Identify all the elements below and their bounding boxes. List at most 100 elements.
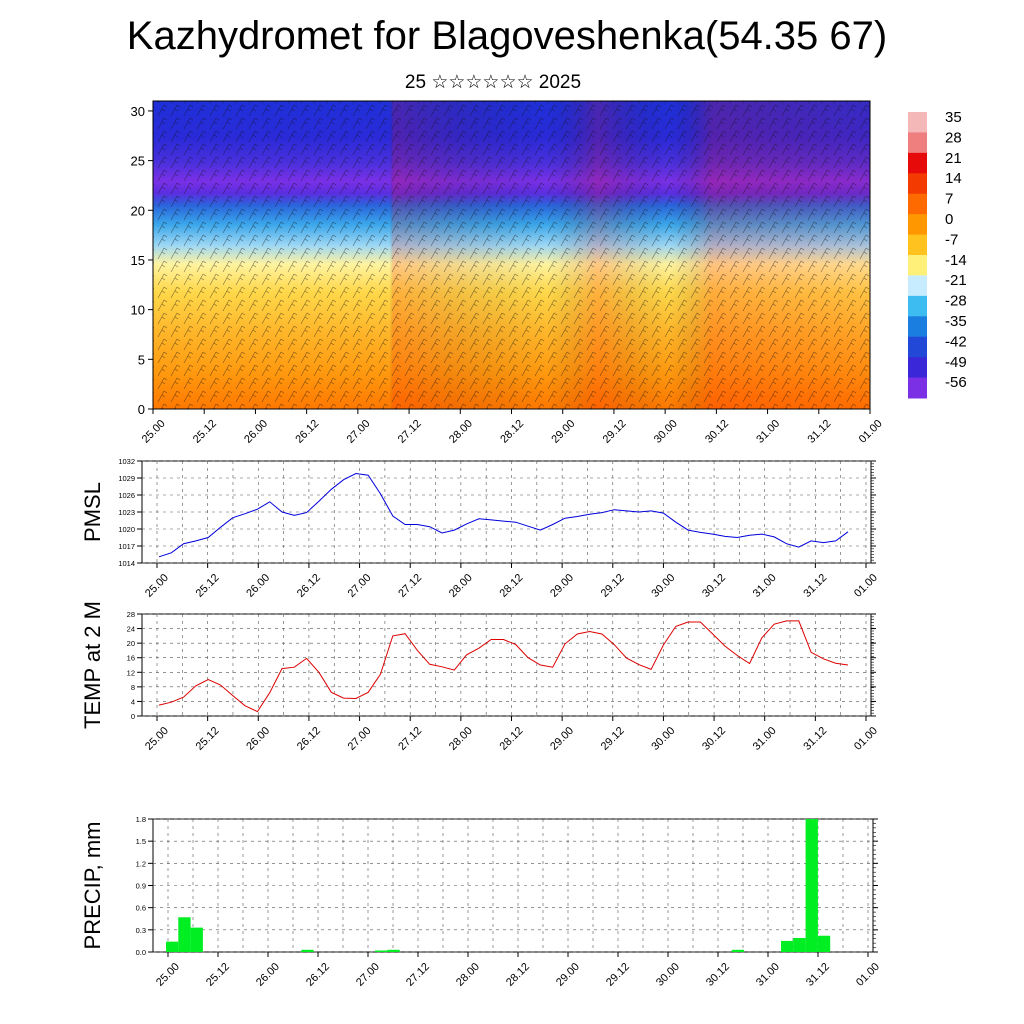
- xs-xtick-label-13: 31.12: [806, 418, 834, 446]
- temp-ylabel: TEMP at 2 M: [80, 601, 105, 729]
- page-title: Kazhydromet for Blagoveshenka(54.35 67): [126, 14, 888, 58]
- colorbar-segment-9: [908, 295, 927, 317]
- precip-xtick-label-6: 28.00: [454, 961, 482, 989]
- xs-xtick-label-7: 28.12: [498, 418, 526, 446]
- temp-xtick-label-2: 26.00: [244, 725, 272, 753]
- precip-ytick-label-5: 1.5: [136, 837, 146, 846]
- pmsl-xtick-label-10: 30.00: [649, 572, 677, 600]
- pmsl-xtick-label-0: 25.00: [143, 572, 171, 600]
- precip-xtick-label-1: 25.12: [204, 961, 232, 989]
- colorbar-label-2: 21: [945, 150, 962, 167]
- temp-series-line: [158, 620, 849, 713]
- xs-xtick-label-6: 28.00: [447, 418, 475, 446]
- pmsl-xtick-label-6: 28.00: [447, 572, 475, 600]
- colorbar-label-7: -14: [945, 252, 967, 269]
- precip-xtick-label-14: 01.00: [854, 961, 882, 989]
- xs-xtick-label-3: 26.12: [293, 418, 321, 446]
- xs-ytick-label-6: 30: [131, 104, 145, 119]
- xs-xtick-label-0: 25.00: [140, 418, 168, 446]
- xs-xtick-label-8: 29.00: [549, 418, 577, 446]
- colorbar-segment-0: [908, 112, 927, 133]
- temp-xtick-label-0: 25.00: [143, 725, 171, 753]
- xs-ytick-label-0: 0: [138, 402, 145, 417]
- pmsl-xtick-label-2: 26.00: [244, 572, 272, 600]
- precip-bar-2: [190, 927, 203, 952]
- pmsl-xtick-label-9: 29.12: [599, 572, 627, 600]
- precip-ytick-label-2: 0.6: [136, 904, 146, 913]
- temp-xtick-label-5: 27.12: [396, 725, 424, 753]
- pmsl-xtick-label-1: 25.12: [194, 572, 222, 600]
- temp-xtick-label-13: 31.12: [801, 725, 829, 753]
- colorbar-segment-13: [908, 377, 927, 399]
- precip-xtick-label-13: 31.12: [804, 961, 832, 989]
- temp-ytick-label-7: 28: [127, 610, 135, 619]
- precip-xtick-label-10: 30.00: [654, 961, 682, 989]
- pmsl-xtick-label-13: 31.12: [801, 572, 829, 600]
- xs-ytick-label-5: 25: [131, 154, 145, 169]
- pmsl-xtick-label-7: 28.12: [498, 572, 526, 600]
- colorbar-segment-10: [908, 316, 927, 338]
- colorbar-segment-5: [908, 214, 927, 236]
- temp-ytick-label-4: 16: [127, 654, 135, 663]
- precip-ytick-label-0: 0.0: [136, 948, 146, 957]
- temp-xtick-label-10: 30.00: [649, 725, 677, 753]
- colorbar-label-11: -42: [945, 333, 967, 350]
- wind-barbs: [153, 101, 870, 409]
- pmsl-ytick-label-6: 1032: [118, 457, 135, 466]
- xs-xtick-label-12: 31.00: [754, 418, 782, 446]
- precip-bar-46: [731, 949, 745, 952]
- temp-xtick-label-4: 27.00: [346, 725, 374, 753]
- temp-xtick-label-11: 30.12: [700, 725, 728, 753]
- pmsl-series-line: [158, 472, 849, 558]
- precip-ytick-label-6: 1.8: [136, 815, 146, 824]
- colorbar-segment-8: [908, 275, 927, 297]
- pmsl-ytick-label-3: 1023: [118, 508, 135, 517]
- xs-ytick-label-1: 5: [138, 352, 145, 367]
- temp-ytick-label-1: 4: [131, 697, 135, 706]
- temp-ytick-label-3: 12: [127, 668, 135, 677]
- colorbar-segment-4: [908, 193, 927, 215]
- temp-xtick-label-14: 01.00: [852, 725, 880, 753]
- pmsl-xtick-label-5: 27.12: [396, 572, 424, 600]
- pmsl-ytick-label-2: 1020: [118, 525, 135, 534]
- temp-ytick-label-5: 20: [127, 639, 135, 648]
- temp-ytick-label-2: 8: [131, 683, 135, 692]
- pmsl-xtick-label-11: 30.12: [700, 572, 728, 600]
- pmsl-xtick-label-3: 26.12: [295, 572, 323, 600]
- xs-ytick-label-3: 15: [131, 253, 145, 268]
- temp-ytick-label-6: 24: [127, 625, 135, 634]
- xs-xtick-label-10: 30.00: [652, 418, 680, 446]
- temp-frame: [141, 613, 872, 717]
- precip-xtick-label-9: 29.12: [604, 961, 632, 989]
- precip-bar-0: [166, 941, 179, 952]
- precip-bar-51: [793, 937, 806, 952]
- colorbar-segment-11: [908, 336, 927, 358]
- precip-xtick-label-0: 25.00: [154, 961, 182, 989]
- precip-bar-11: [301, 949, 314, 952]
- xs-ytick-label-4: 20: [131, 203, 145, 218]
- cross-section-panel: 0 5 10 15 20 25 30 25.00 25.12 26.00 26.12 27.00 27.…: [131, 100, 967, 446]
- temp-xtick-label-7: 28.12: [498, 725, 526, 753]
- colorbar-label-8: -21: [945, 272, 967, 289]
- pmsl-xtick-label-14: 01.00: [852, 572, 880, 600]
- colorbar-segment-1: [908, 132, 927, 154]
- xs-ytick-label-2: 10: [131, 303, 145, 318]
- xs-xtick-label-9: 29.12: [601, 418, 629, 446]
- precip-panel: 0.0 0.3 0.6 0.9 1.2 1.5 1.8 25.00 25.12 26.00 26.1…: [80, 815, 882, 989]
- colorbar-label-10: -35: [945, 313, 967, 330]
- precip-bar-18: [387, 949, 400, 952]
- colorbar-label-12: -49: [945, 354, 967, 371]
- colorbar-label-4: 7: [945, 191, 953, 208]
- pmsl-ytick-label-4: 1026: [118, 491, 135, 500]
- precip-xtick-label-12: 31.00: [754, 961, 782, 989]
- temp-xtick-label-1: 25.12: [194, 725, 222, 753]
- precip-bar-1: [178, 917, 191, 952]
- precip-bar-17: [375, 950, 388, 952]
- colorbar-label-3: 14: [945, 170, 962, 187]
- temp-ytick-label-0: 0: [131, 712, 135, 721]
- pmsl-xtick-label-4: 27.00: [346, 572, 374, 600]
- precip-bar-50: [781, 940, 794, 952]
- temp-panel: 0 4 8 12 16 20 24 28 25.00 25.12 26.00 26.12 27.00 27…: [80, 601, 880, 753]
- colorbar-segment-6: [908, 234, 927, 256]
- xs-xtick-label-5: 27.12: [396, 418, 424, 446]
